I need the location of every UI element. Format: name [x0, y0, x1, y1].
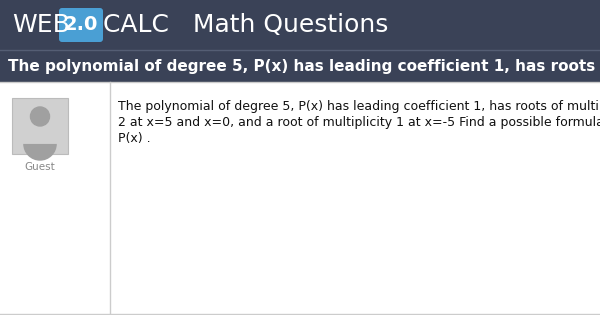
- Bar: [12, 98, 68, 154]
- Text: Guest: Guest: [25, 162, 55, 172]
- FancyBboxPatch shape: [59, 8, 103, 42]
- Wedge shape: [23, 144, 57, 161]
- Text: WEB: WEB: [12, 13, 70, 37]
- Text: 2.0: 2.0: [64, 15, 98, 35]
- Bar: [0, 50, 600, 82]
- Text: The polynomial of degree 5, P(x) has leading coefficient 1, has roots of mu: The polynomial of degree 5, P(x) has lea…: [8, 59, 600, 73]
- Text: The polynomial of degree 5, P(x) has leading coefficient 1, has roots of multipl: The polynomial of degree 5, P(x) has lea…: [118, 100, 600, 113]
- Bar: [0, 0, 600, 50]
- Text: CALC   Math Questions: CALC Math Questions: [103, 13, 388, 37]
- Bar: [0, 82, 600, 315]
- Circle shape: [31, 107, 50, 126]
- Text: 2 at x=5 and x=0, and a root of multiplicity 1 at x=-5 Find a possible formula f: 2 at x=5 and x=0, and a root of multipli…: [118, 116, 600, 129]
- Text: P(x) .: P(x) .: [118, 132, 151, 145]
